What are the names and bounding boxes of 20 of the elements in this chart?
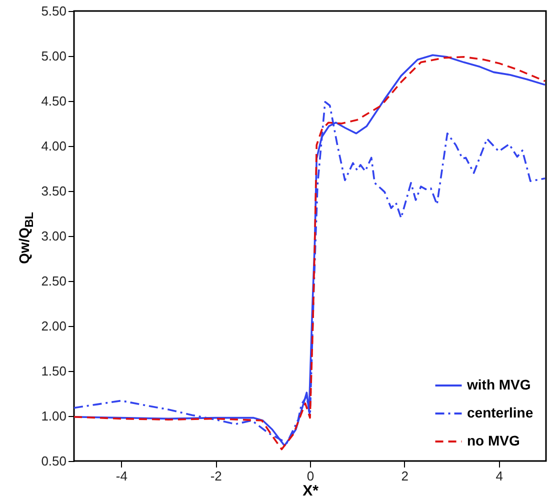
y-tick-label: 2.00 [41,318,66,334]
x-tick-label: -4 [116,468,128,484]
y-tick-label: 4.00 [41,138,66,154]
x-tick-label: -2 [210,468,222,484]
y-tick-label: 3.00 [41,228,66,244]
legend-label: with MVG [466,376,531,392]
x-axis-title: X* [302,482,319,499]
legend-label: centerline [467,404,534,420]
y-tick-label: 3.50 [41,184,66,198]
y-tick-label: 0.50 [41,454,66,468]
y-tick-label: 1.00 [41,408,66,424]
y-tick-label: 2.50 [41,274,66,288]
y-tick-label: 4.50 [41,94,66,108]
y-tick-label: 1.50 [41,364,66,378]
x-tick-label: 0 [306,468,314,484]
y-tick-label: 5.00 [41,48,66,64]
x-tick-label: 4 [496,468,503,484]
x-tick-label: 2 [401,468,409,484]
legend-label: no MVG [467,432,520,448]
y-tick-label: 5.50 [41,4,66,18]
